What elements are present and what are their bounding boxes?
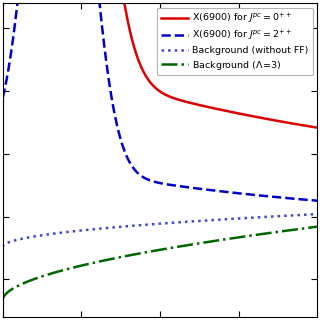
Legend: X(6900) for $J^{pc} = 0^{++}$, X(6900) for $J^{pc} = 2^{++}$, Background (withou: X(6900) for $J^{pc} = 0^{++}$, X(6900) f… [157,7,313,76]
